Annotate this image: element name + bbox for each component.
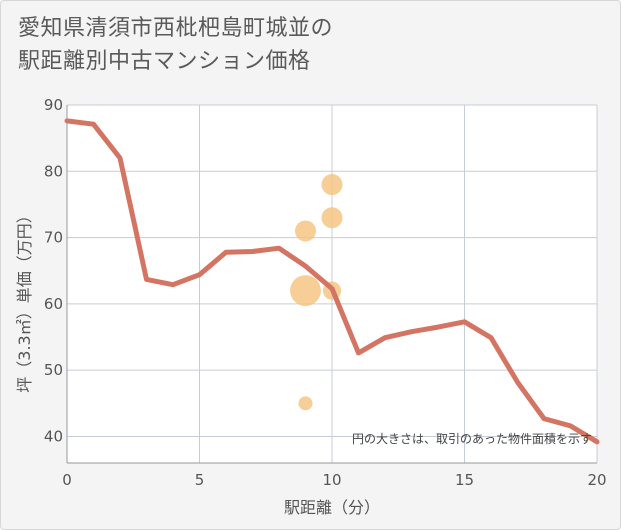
y-tick-label-50: 50 <box>44 361 63 379</box>
scatter-point-0 <box>298 396 313 411</box>
y-tick-label-60: 60 <box>44 295 63 313</box>
chart-title-line-1: 愛知県清須市西枇杷島町城並の <box>18 16 334 41</box>
y-tick-label-40: 40 <box>44 427 63 445</box>
scatter-point-2 <box>295 220 316 242</box>
x-axis-ticks: 0 5 10 15 20 <box>62 471 606 489</box>
scatter-point-3 <box>321 174 343 196</box>
chart-title-line-2: 駅距離別中古マンション価格 <box>18 49 311 74</box>
y-tick-label-90: 90 <box>44 96 63 114</box>
y-tick-label-80: 80 <box>44 162 63 180</box>
x-tick-label-5: 5 <box>195 471 205 489</box>
scatter-point-4 <box>321 207 343 229</box>
y-axis-label: 坪（3.3㎡）単価（万円） <box>15 207 34 392</box>
x-tick-label-0: 0 <box>62 471 72 489</box>
x-tick-label-20: 20 <box>587 471 606 489</box>
y-tick-label-70: 70 <box>44 229 63 247</box>
x-axis-label: 駅距離（分） <box>284 498 380 517</box>
chart-title: 愛知県清須市西枇杷島町城並の 駅距離別中古マンション価格 <box>18 12 333 78</box>
scatter-point-1 <box>290 275 321 307</box>
scatter-series <box>290 174 343 411</box>
average-price-line <box>64 118 600 445</box>
size-annotation: 円の大きさは、取引のあった物件面積を示す <box>352 431 592 446</box>
y-axis-ticks: 40 50 60 70 80 90 <box>44 96 63 445</box>
x-tick-label-10: 10 <box>322 471 341 489</box>
x-tick-label-15: 15 <box>455 471 474 489</box>
